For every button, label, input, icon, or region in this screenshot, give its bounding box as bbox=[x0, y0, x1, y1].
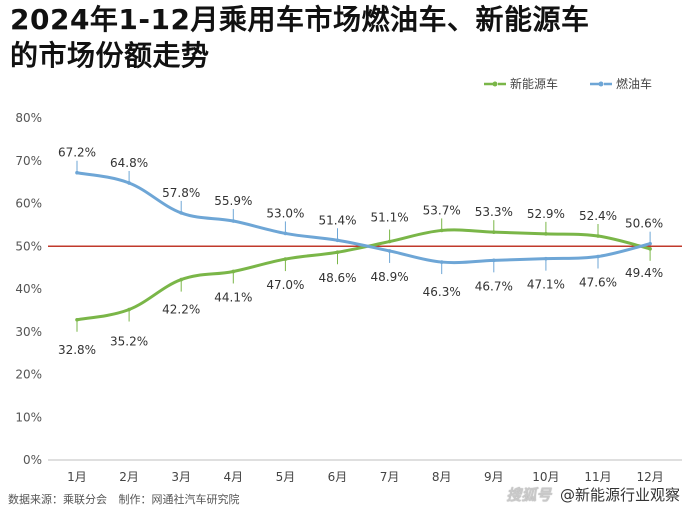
data-point bbox=[335, 238, 340, 243]
data-point bbox=[127, 181, 131, 185]
data-point bbox=[283, 231, 288, 236]
series-line bbox=[75, 171, 652, 265]
y-tick-label: 60% bbox=[15, 197, 42, 211]
legend-marker bbox=[492, 81, 498, 87]
x-tick-label: 5月 bbox=[276, 470, 296, 484]
data-label: 32.8% bbox=[58, 343, 96, 357]
data-point bbox=[75, 317, 79, 322]
series-ice: 67.2% 64.8% 57.8% 55.9% 53.0% 51.4% 48.9% 46.3%… bbox=[58, 146, 663, 299]
x-tick-label: 3月 bbox=[171, 470, 191, 484]
data-point bbox=[648, 247, 652, 251]
data-point bbox=[387, 249, 392, 253]
data-point bbox=[75, 170, 79, 175]
data-label: 51.4% bbox=[318, 213, 356, 227]
y-tick-label: 70% bbox=[15, 154, 42, 168]
data-point bbox=[179, 211, 183, 215]
data-point bbox=[127, 307, 131, 312]
legend-label: 新能源车 bbox=[510, 76, 558, 91]
y-tick-label: 40% bbox=[15, 282, 42, 296]
data-label: 67.2% bbox=[58, 146, 96, 160]
data-point bbox=[439, 260, 444, 264]
data-label: 53.0% bbox=[266, 206, 304, 220]
data-label: 55.9% bbox=[214, 194, 252, 208]
data-label: 47.1% bbox=[527, 278, 565, 292]
x-tick-label: 11月 bbox=[584, 470, 611, 484]
data-point bbox=[596, 234, 600, 238]
watermark: 搜狐号 @新能源行业观察 bbox=[506, 484, 680, 505]
watermark-logo: 搜狐号 bbox=[506, 486, 552, 504]
maker-label: 制作：网通社汽车研究院 bbox=[118, 493, 240, 506]
data-label: 53.3% bbox=[475, 205, 513, 219]
data-label: 57.8% bbox=[162, 186, 200, 200]
data-label: 46.3% bbox=[423, 285, 461, 299]
chart-title: 2024年1-12月乘用车市场燃油车、新能源车 的市场份额走势 bbox=[10, 2, 680, 74]
series-line bbox=[75, 228, 652, 322]
chart-source-note: 数据来源：乘联分会 制作：网通社汽车研究院 bbox=[8, 491, 248, 507]
data-point bbox=[283, 257, 288, 261]
data-point bbox=[648, 241, 652, 246]
x-tick-label: 12月 bbox=[636, 470, 663, 484]
data-point bbox=[387, 239, 392, 244]
data-label: 42.2% bbox=[162, 303, 200, 317]
data-label: 44.1% bbox=[214, 290, 252, 304]
data-label: 47.0% bbox=[266, 278, 304, 292]
data-point bbox=[231, 219, 236, 223]
data-point bbox=[492, 230, 496, 234]
y-tick-label: 0% bbox=[23, 453, 42, 467]
y-tick-label: 50% bbox=[15, 239, 42, 253]
x-tick-label: 10月 bbox=[532, 470, 559, 484]
data-point bbox=[544, 232, 548, 236]
y-tick-label: 20% bbox=[15, 368, 42, 382]
legend: 新能源车 燃油车 bbox=[484, 76, 652, 91]
chart-title-line-2: 的市场份额走势 bbox=[10, 39, 210, 72]
y-tick-label: 30% bbox=[15, 325, 42, 339]
watermark-text: @新能源行业观察 bbox=[559, 486, 680, 504]
data-label: 48.9% bbox=[371, 270, 409, 284]
data-label: 49.4% bbox=[625, 266, 663, 280]
series-nev: 32.8% 35.2% 42.2% 44.1% 47.0% 48.6% 51.1% 53.7%… bbox=[58, 203, 663, 356]
data-point bbox=[335, 250, 340, 255]
x-tick-label: 1月 bbox=[67, 470, 87, 484]
x-tick-label: 8月 bbox=[432, 470, 452, 484]
y-tick-label: 10% bbox=[15, 410, 42, 424]
data-label: 46.7% bbox=[475, 279, 513, 293]
legend-marker bbox=[598, 81, 604, 87]
y-tick-label: 80% bbox=[15, 111, 42, 125]
data-label: 52.9% bbox=[527, 207, 565, 221]
data-source-label: 数据来源：乘联分会 bbox=[8, 493, 107, 506]
data-label: 64.8% bbox=[110, 156, 148, 170]
x-tick-label: 4月 bbox=[223, 470, 243, 484]
data-point bbox=[439, 228, 444, 233]
data-label: 35.2% bbox=[110, 335, 148, 349]
data-point bbox=[544, 256, 548, 261]
data-label: 53.7% bbox=[423, 203, 461, 217]
data-point bbox=[492, 258, 496, 263]
data-label: 50.6% bbox=[625, 217, 663, 231]
data-point bbox=[179, 277, 183, 282]
data-point bbox=[231, 269, 236, 274]
legend-label: 燃油车 bbox=[616, 76, 652, 91]
x-tick-label: 6月 bbox=[328, 470, 348, 484]
data-point bbox=[596, 254, 600, 259]
x-tick-label: 2月 bbox=[119, 470, 139, 484]
x-tick-label: 9月 bbox=[484, 470, 504, 484]
data-label: 47.6% bbox=[579, 276, 617, 290]
chart-title-line-1: 2024年1-12月乘用车市场燃油车、新能源车 bbox=[10, 3, 590, 36]
data-label: 48.6% bbox=[318, 271, 356, 285]
data-label: 51.1% bbox=[371, 211, 409, 225]
x-tick-label: 7月 bbox=[380, 470, 400, 484]
data-label: 52.4% bbox=[579, 209, 617, 223]
